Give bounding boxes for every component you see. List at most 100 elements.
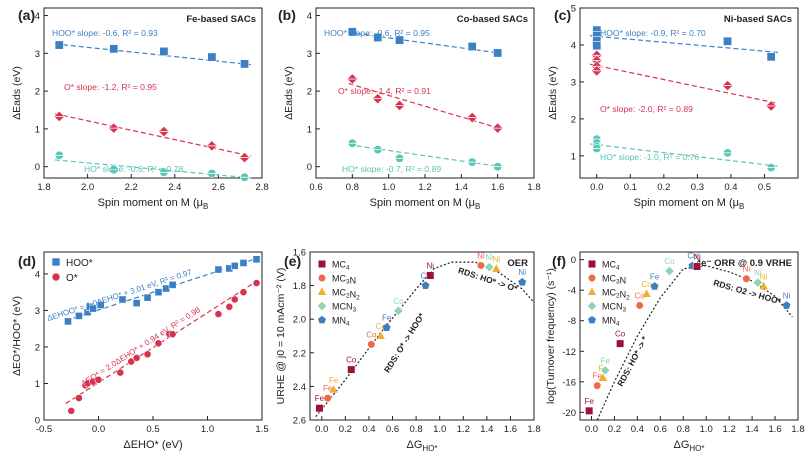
data-point-ni [742, 274, 751, 283]
point-label: Fe [650, 272, 660, 281]
y-tick-label: -12 [562, 347, 576, 358]
point-label: Ni [693, 253, 701, 262]
y-axis-label: ΔEads (eV) [547, 66, 559, 120]
legend-marker [587, 273, 597, 283]
x-tick-label: 1.2 [723, 424, 736, 435]
series-label: HOO* slope: -0.6, R² = 0.93 [52, 28, 158, 38]
x-axis-label: Spin moment on M (μB [98, 197, 209, 211]
panel-letter: (e) [284, 253, 301, 269]
data-point-O [74, 394, 83, 402]
y-axis-label: ΔEads (eV) [11, 66, 23, 120]
x-tick-label: 0.5 [146, 424, 159, 435]
legend-text-part: N [340, 316, 347, 326]
data-point-O [116, 368, 125, 377]
point-label: Fe [323, 384, 333, 393]
y-tick-label: 3 [35, 49, 40, 60]
legend-label: MCN3 [602, 302, 627, 314]
data-point-HOO [109, 44, 119, 54]
y-tick-label: 1.8 [293, 281, 306, 292]
x-tick-label: 0.0 [585, 424, 598, 435]
legend-marker [51, 272, 61, 282]
y-axis-label: ΔEO*/HOO* (eV) [11, 296, 23, 376]
panel-a: (a) 1.8 2.0 2.2 2.4 2.6 2.8 0 1 2 3 4 Fe-based SACs Δ… [11, 7, 269, 211]
y-tick-label: 0 [307, 162, 312, 173]
x-tick-label: 1.4 [745, 424, 758, 435]
point-label: Co [615, 330, 626, 339]
legend-text-part: C [610, 288, 617, 298]
data-point-fe [382, 323, 391, 331]
data-point-HOO [373, 32, 383, 42]
data-point-ni [752, 277, 764, 288]
x-tick-label: 0.4 [631, 424, 644, 435]
x-tick-label: 2.6 [212, 182, 225, 193]
legend-text-part: M [602, 302, 610, 312]
data-point-fe [315, 404, 324, 413]
y-tick-label: 3 [571, 77, 576, 88]
data-point-fe [598, 373, 608, 382]
data-point-co [421, 281, 430, 289]
legend-text-part: N [350, 290, 357, 300]
data-point-HOO [723, 36, 733, 46]
data-point-co [347, 365, 356, 374]
point-label: Fe [601, 356, 611, 365]
y-tick-label: 0 [571, 255, 576, 266]
y-tick-label: 0 [35, 416, 40, 427]
sub: B [475, 202, 480, 211]
legend-text-part: 3 [353, 307, 357, 314]
data-point-ni [492, 264, 501, 272]
data-point-co [616, 339, 625, 348]
y-tick-label: -4 [568, 286, 576, 297]
x-tick-label: 1.6 [504, 424, 517, 435]
x-tick-label: 0.3 [691, 182, 704, 193]
x-tick-label: 0.4 [724, 182, 737, 193]
y-tick-label: 3 [35, 306, 40, 317]
legend-text-part: M [332, 288, 340, 298]
data-point-HOO [64, 317, 72, 326]
data-point-HOO [118, 295, 127, 304]
y-tick-label: 2 [35, 87, 40, 98]
data-point-ni [484, 261, 495, 273]
legend-label: MCN3 [332, 302, 357, 314]
y-tick-label: -16 [562, 377, 576, 388]
y-tick-label: 3 [307, 49, 312, 60]
x-tick-label: 0.1 [624, 182, 637, 193]
x-tick-label: 1.0 [700, 424, 713, 435]
legend-label: MC2N2 [602, 288, 630, 302]
fit-line [348, 82, 502, 130]
legend-text-part: N [620, 276, 627, 286]
point-label: Ni [783, 291, 791, 300]
sub: B [203, 202, 208, 211]
legend-label: MN4 [602, 316, 620, 328]
legend-text-part: M [332, 302, 340, 312]
point-label: Co [635, 291, 646, 300]
y-tick-label: 2 [307, 87, 312, 98]
x-tick-label: 1.6 [491, 182, 504, 193]
point-label: Co [664, 257, 675, 266]
plot-frame [43, 7, 263, 179]
legend-text-part: 4 [346, 321, 350, 328]
legend-text-part: 2 [356, 295, 360, 302]
legend-text-part: M [602, 316, 610, 326]
legend-text-part: M [602, 274, 610, 284]
data-point-HOO [239, 259, 248, 267]
legend-marker [588, 315, 596, 324]
x-tick-label: 0.6 [654, 424, 667, 435]
data-point-fe [585, 406, 594, 415]
data-point-fe [600, 365, 611, 376]
y-axis-label: URHE @ j0 = 10 mAcm⁻² (V) [275, 268, 287, 405]
legend-label: MC2N2 [332, 288, 360, 302]
panel-c: (c) 0.0 0.1 0.2 0.3 0.4 0.5 1 2 3 4 5 Ni-based SACs Δ… [547, 4, 799, 211]
data-point-co [664, 265, 675, 277]
x-axis-label: ΔGHO* [673, 439, 704, 453]
data-point-ni [692, 262, 702, 271]
legend-text-part: 2 [616, 293, 620, 300]
panel-d: (d) -0.5 0.0 0.5 1.0 1.5 0 1 2 3 4 ΔEO*/HOO* (eV) ΔE… [11, 251, 269, 451]
panel-title: Co-based SACs [457, 14, 528, 25]
data-point-O [67, 406, 76, 415]
y-tick-label: 2 [35, 342, 40, 353]
legend-text-part: 2 [346, 293, 350, 300]
panel-letter: (a) [18, 7, 35, 23]
data-point-O [132, 354, 141, 362]
y-tick-label: 1.6 [293, 248, 306, 259]
